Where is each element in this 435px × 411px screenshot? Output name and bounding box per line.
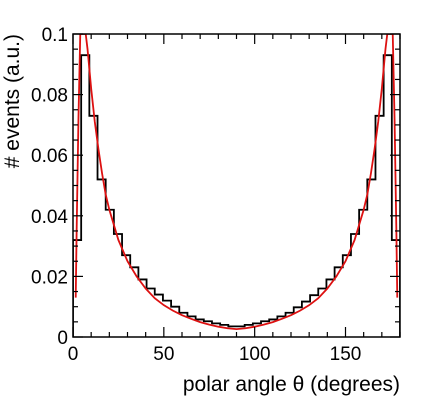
x-tick-label: 100 (239, 344, 271, 365)
x-axis-label: polar angle θ (degrees) (183, 373, 400, 396)
y-axis-ticks: 0 0.02 0.04 0.06 0.08 0.1 (31, 25, 400, 349)
y-tick-label: 0.02 (31, 267, 68, 288)
x-tick-label: 0 (68, 344, 79, 365)
y-tick-label: 0.1 (42, 25, 68, 46)
plot-area (72, 33, 401, 338)
y-axis-label: # events (a.u.) (1, 34, 24, 168)
x-tick-label: 50 (153, 344, 174, 365)
y-tick-label: 0.04 (31, 207, 68, 228)
model-curve (74, 34, 399, 331)
x-tick-label: 150 (330, 344, 362, 365)
plot-frame (72, 33, 401, 338)
y-tick-label: 0.06 (31, 146, 68, 167)
y-tick-label: 0.08 (31, 86, 68, 107)
x-axis-ticks: 0 50 100 150 (68, 34, 401, 365)
histogram-series (73, 54, 400, 337)
y-tick-label: 0 (57, 328, 68, 349)
